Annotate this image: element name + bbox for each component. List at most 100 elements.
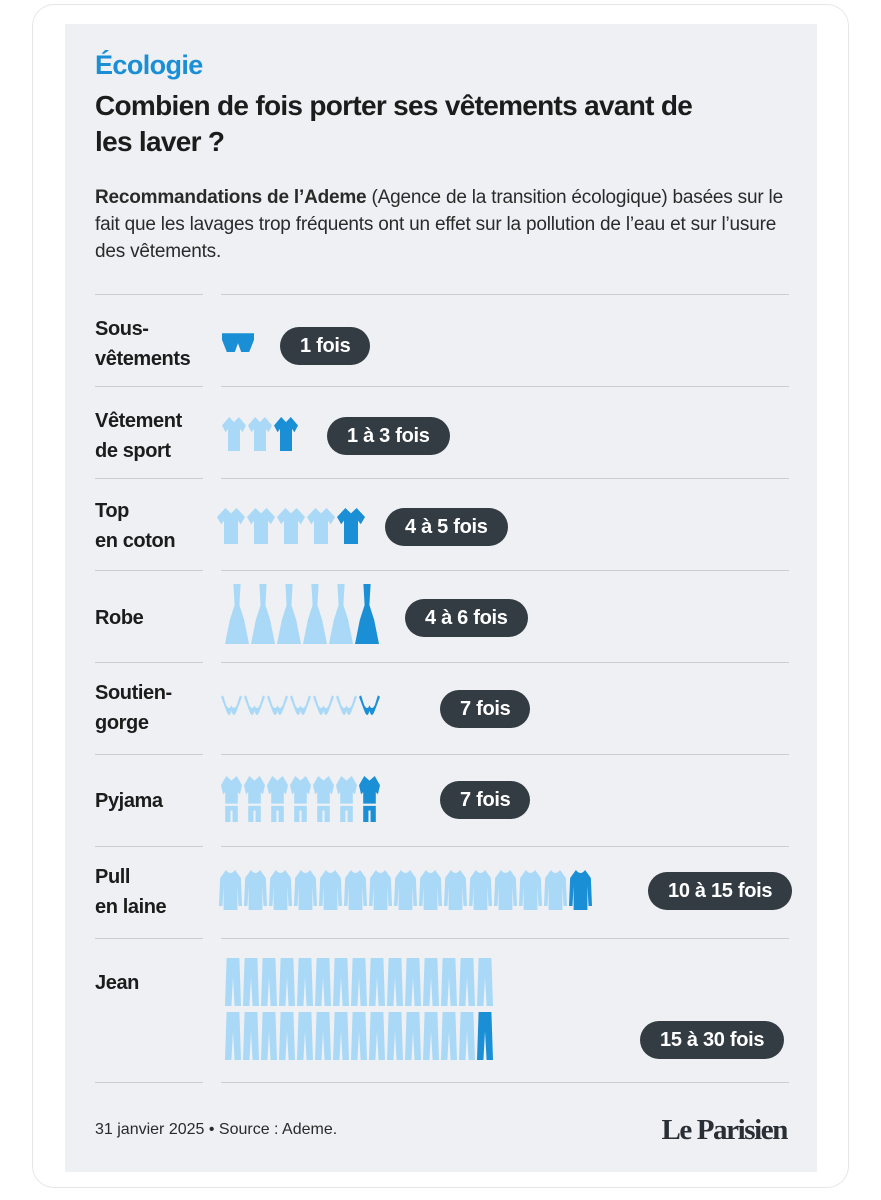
sweater-icon bbox=[569, 870, 592, 910]
frequency-pill: 15 à 30 fois bbox=[640, 1021, 785, 1059]
jeans-icon bbox=[297, 1012, 313, 1060]
bra-icon bbox=[221, 694, 242, 722]
row-label: Sous- vêtements bbox=[95, 318, 191, 370]
row-label: Pyjama bbox=[95, 790, 163, 812]
jeans-icon bbox=[315, 1012, 331, 1060]
divider bbox=[95, 478, 203, 479]
divider bbox=[95, 938, 203, 939]
divider bbox=[221, 938, 789, 939]
divider bbox=[221, 386, 789, 387]
jeans-icon bbox=[405, 958, 421, 1006]
sweater-icon bbox=[244, 870, 267, 910]
icon-group bbox=[221, 694, 380, 722]
row-label: Vêtement de sport bbox=[95, 410, 182, 462]
icon-group bbox=[225, 958, 493, 1006]
pyjama-icon bbox=[244, 776, 265, 822]
row-label: Pull en laine bbox=[95, 866, 167, 918]
divider bbox=[221, 570, 789, 571]
jeans-icon bbox=[441, 958, 457, 1006]
jeans-icon bbox=[423, 1012, 439, 1060]
sweater-icon bbox=[369, 870, 392, 910]
frequency-pill: 7 fois bbox=[440, 781, 531, 819]
jeans-icon bbox=[459, 958, 475, 1006]
dress-icon bbox=[355, 584, 379, 644]
jeans-icon bbox=[387, 1012, 403, 1060]
row-label: Jean bbox=[95, 972, 139, 994]
jeans-icon bbox=[243, 958, 259, 1006]
divider bbox=[221, 662, 789, 663]
infographic-title: Combien de fois porter ses vêtements ava… bbox=[95, 90, 693, 157]
date-source: 31 janvier 2025 • Source : Ademe. bbox=[95, 1121, 338, 1138]
row-label: Top en coton bbox=[95, 500, 176, 552]
sweater-icon bbox=[519, 870, 542, 910]
jeans-icon bbox=[369, 958, 385, 1006]
divider bbox=[95, 662, 203, 663]
divider bbox=[95, 386, 203, 387]
jeans-icon bbox=[297, 958, 313, 1006]
dress-icon bbox=[225, 584, 249, 644]
dress-icon bbox=[277, 584, 301, 644]
divider bbox=[221, 1082, 789, 1083]
jeans-icon bbox=[477, 1012, 493, 1060]
jeans-icon bbox=[459, 1012, 475, 1060]
jeans-icon bbox=[315, 958, 331, 1006]
jeans-icon bbox=[261, 1012, 277, 1060]
row-label: Robe bbox=[95, 607, 144, 629]
frequency-pill: 10 à 15 fois bbox=[648, 872, 793, 910]
sweater-icon bbox=[419, 870, 442, 910]
pyjama-icon bbox=[221, 776, 242, 822]
intro-bold: Recommandations de l’Ademe bbox=[95, 187, 367, 208]
jeans-icon bbox=[423, 958, 439, 1006]
sport-shirt-icon bbox=[222, 417, 246, 451]
sweater-icon bbox=[394, 870, 417, 910]
underwear-icon bbox=[222, 330, 254, 352]
divider bbox=[95, 754, 203, 755]
icon-group bbox=[217, 508, 365, 544]
frequency-pill: 4 à 5 fois bbox=[385, 508, 508, 546]
frequency-pill: 4 à 6 fois bbox=[405, 599, 528, 637]
jeans-icon bbox=[477, 958, 493, 1006]
jeans-icon bbox=[387, 958, 403, 1006]
sweater-icon bbox=[544, 870, 567, 910]
bra-icon bbox=[336, 694, 357, 722]
bra-icon bbox=[290, 694, 311, 722]
dress-icon bbox=[303, 584, 327, 644]
pyjama-icon bbox=[359, 776, 380, 822]
pyjama-icon bbox=[267, 776, 288, 822]
jeans-icon bbox=[279, 958, 295, 1006]
sweater-icon bbox=[219, 870, 242, 910]
pyjama-icon bbox=[313, 776, 334, 822]
jeans-icon bbox=[441, 1012, 457, 1060]
divider bbox=[221, 478, 789, 479]
pyjama-icon bbox=[290, 776, 311, 822]
bra-icon bbox=[313, 694, 334, 722]
sweater-icon bbox=[469, 870, 492, 910]
icon-group bbox=[222, 417, 298, 451]
cotton-top-icon bbox=[217, 508, 245, 544]
divider bbox=[95, 1082, 203, 1083]
infographic-card: Écologie Combien de fois porter ses vête… bbox=[65, 24, 817, 1172]
jeans-icon bbox=[333, 1012, 349, 1060]
cotton-top-icon bbox=[307, 508, 335, 544]
section-kicker: Écologie bbox=[95, 50, 203, 80]
sweater-icon bbox=[494, 870, 517, 910]
sweater-icon bbox=[319, 870, 342, 910]
frequency-pill: 1 à 3 fois bbox=[327, 417, 450, 455]
intro-text: Recommandations de l’Ademe (Agence de la… bbox=[95, 184, 795, 265]
jeans-icon bbox=[243, 1012, 259, 1060]
sport-shirt-icon bbox=[248, 417, 272, 451]
sweater-icon bbox=[269, 870, 292, 910]
divider bbox=[95, 294, 203, 295]
frequency-pill: 7 fois bbox=[440, 690, 531, 728]
icon-group bbox=[222, 330, 254, 352]
cotton-top-icon bbox=[277, 508, 305, 544]
dress-icon bbox=[251, 584, 275, 644]
jeans-icon bbox=[279, 1012, 295, 1060]
cotton-top-icon bbox=[247, 508, 275, 544]
icon-group bbox=[225, 584, 379, 644]
icon-group bbox=[219, 870, 592, 910]
divider bbox=[95, 846, 203, 847]
divider bbox=[221, 846, 789, 847]
bra-icon bbox=[267, 694, 288, 722]
sport-shirt-icon bbox=[274, 417, 298, 451]
